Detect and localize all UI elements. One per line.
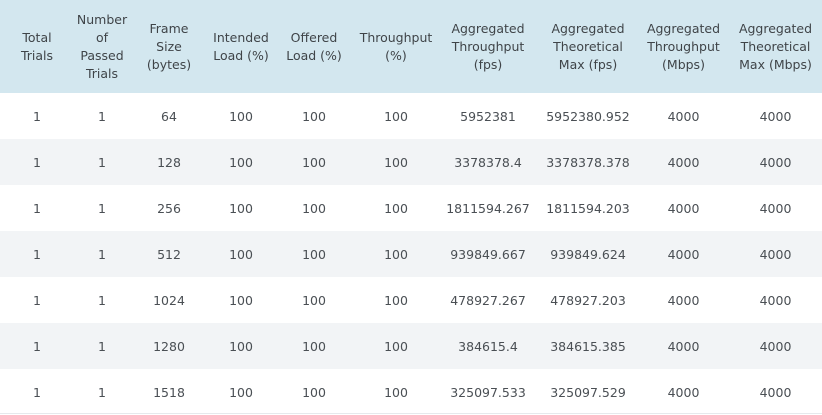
cell-aggregated-throughput-mbps: 4000	[667, 246, 700, 262]
cell-throughput-percent: 100	[384, 384, 408, 400]
cell-intended-load: 100	[229, 338, 253, 354]
cell-aggregated-theoretical-max-fps: 325097.529	[550, 384, 626, 400]
header-number-of-passed-trials: Number of Passed Trials	[76, 11, 128, 81]
cell-aggregated-throughput-mbps: 4000	[667, 108, 700, 124]
table-row: 1 1 256 100 100 100 1811594.267 1811594.…	[0, 185, 822, 231]
header-aggregated-throughput-fps: Aggregated Throughput (fps)	[451, 20, 525, 72]
cell-aggregated-theoretical-max-fps: 5952380.952	[546, 108, 630, 124]
cell-aggregated-throughput-mbps: 4000	[667, 292, 700, 308]
cell-aggregated-theoretical-max-fps: 384615.385	[550, 338, 626, 354]
cell-intended-load: 100	[229, 108, 253, 124]
cell-offered-load: 100	[302, 384, 326, 400]
table-body: 1 1 64 100 100 100 5952381 5952380.952 4…	[0, 93, 822, 415]
table-row: 1 1 1024 100 100 100 478927.267 478927.2…	[0, 277, 822, 323]
cell-offered-load: 100	[302, 200, 326, 216]
header-frame-size: Frame Size (bytes)	[146, 20, 192, 72]
header-aggregated-theoretical-max-mbps: Aggregated Theoretical Max (Mbps)	[738, 20, 813, 72]
cell-aggregated-throughput-fps: 939849.667	[450, 246, 526, 262]
cell-throughput-percent: 100	[384, 154, 408, 170]
cell-passed-trials: 1	[98, 108, 106, 124]
cell-frame-size: 1024	[153, 292, 185, 308]
cell-throughput-percent: 100	[384, 108, 408, 124]
cell-aggregated-theoretical-max-mbps: 4000	[759, 292, 792, 308]
table-row: 1 1 128 100 100 100 3378378.4 3378378.37…	[0, 139, 822, 185]
cell-aggregated-throughput-fps: 478927.267	[450, 292, 526, 308]
cell-passed-trials: 1	[98, 292, 106, 308]
cell-aggregated-throughput-fps: 5952381	[460, 108, 516, 124]
cell-aggregated-throughput-fps: 384615.4	[458, 338, 518, 354]
table-row: 1 1 64 100 100 100 5952381 5952380.952 4…	[0, 93, 822, 139]
cell-total-trials: 1	[33, 200, 41, 216]
cell-passed-trials: 1	[98, 200, 106, 216]
table-header-row: Total Trials Number of Passed Trials Fra…	[0, 0, 822, 93]
cell-throughput-percent: 100	[384, 246, 408, 262]
cell-offered-load: 100	[302, 154, 326, 170]
cell-aggregated-theoretical-max-mbps: 4000	[759, 200, 792, 216]
cell-intended-load: 100	[229, 384, 253, 400]
cell-throughput-percent: 100	[384, 292, 408, 308]
cell-total-trials: 1	[33, 246, 41, 262]
cell-aggregated-theoretical-max-mbps: 4000	[759, 338, 792, 354]
table-row: 1 1 1280 100 100 100 384615.4 384615.385…	[0, 323, 822, 369]
cell-passed-trials: 1	[98, 154, 106, 170]
cell-aggregated-theoretical-max-fps: 939849.624	[550, 246, 626, 262]
cell-aggregated-throughput-mbps: 4000	[667, 338, 700, 354]
cell-total-trials: 1	[33, 338, 41, 354]
cell-aggregated-theoretical-max-fps: 1811594.203	[546, 200, 630, 216]
cell-frame-size: 256	[157, 200, 181, 216]
cell-aggregated-throughput-mbps: 4000	[667, 154, 700, 170]
cell-passed-trials: 1	[98, 384, 106, 400]
cell-aggregated-throughput-fps: 3378378.4	[454, 154, 522, 170]
header-aggregated-throughput-mbps: Aggregated Throughput (Mbps)	[646, 20, 721, 72]
cell-passed-trials: 1	[98, 338, 106, 354]
cell-intended-load: 100	[229, 200, 253, 216]
cell-frame-size: 1518	[153, 384, 185, 400]
cell-aggregated-theoretical-max-fps: 3378378.378	[546, 154, 630, 170]
cell-total-trials: 1	[33, 384, 41, 400]
cell-aggregated-theoretical-max-mbps: 4000	[759, 154, 792, 170]
header-offered-load: Offered Load (%)	[286, 29, 342, 63]
header-total-trials: Total Trials	[20, 29, 54, 63]
cell-aggregated-theoretical-max-mbps: 4000	[759, 384, 792, 400]
cell-frame-size: 512	[157, 246, 181, 262]
cell-offered-load: 100	[302, 108, 326, 124]
cell-intended-load: 100	[229, 154, 253, 170]
cell-passed-trials: 1	[98, 246, 106, 262]
cell-intended-load: 100	[229, 246, 253, 262]
cell-aggregated-theoretical-max-mbps: 4000	[759, 246, 792, 262]
cell-offered-load: 100	[302, 292, 326, 308]
cell-aggregated-throughput-fps: 325097.533	[450, 384, 526, 400]
header-intended-load: Intended Load (%)	[213, 29, 269, 63]
header-aggregated-theoretical-max-fps: Aggregated Theoretical Max (fps)	[551, 20, 625, 72]
cell-throughput-percent: 100	[384, 200, 408, 216]
cell-aggregated-theoretical-max-mbps: 4000	[759, 108, 792, 124]
cell-aggregated-throughput-fps: 1811594.267	[446, 200, 530, 216]
header-throughput-percent: Throughput (%)	[359, 29, 433, 63]
cell-offered-load: 100	[302, 338, 326, 354]
cell-frame-size: 64	[161, 108, 177, 124]
cell-aggregated-theoretical-max-fps: 478927.203	[550, 292, 626, 308]
table-row: 1 1 1518 100 100 100 325097.533 325097.5…	[0, 369, 822, 415]
cell-throughput-percent: 100	[384, 338, 408, 354]
cell-intended-load: 100	[229, 292, 253, 308]
cell-aggregated-throughput-mbps: 4000	[667, 384, 700, 400]
cell-total-trials: 1	[33, 292, 41, 308]
cell-frame-size: 1280	[153, 338, 185, 354]
cell-offered-load: 100	[302, 246, 326, 262]
table-row: 1 1 512 100 100 100 939849.667 939849.62…	[0, 231, 822, 277]
cell-aggregated-throughput-mbps: 4000	[667, 200, 700, 216]
cell-frame-size: 128	[157, 154, 181, 170]
cell-total-trials: 1	[33, 108, 41, 124]
cell-total-trials: 1	[33, 154, 41, 170]
